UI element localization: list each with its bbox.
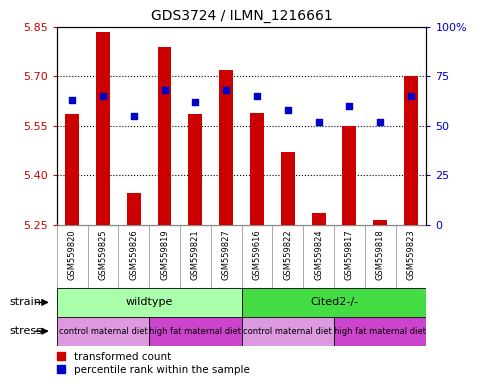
Text: high fat maternal diet: high fat maternal diet (334, 327, 426, 336)
Bar (57, 317, 149, 346)
Bar (250, 113, 264, 225)
Text: GSM559826: GSM559826 (129, 230, 138, 280)
Text: GSM559827: GSM559827 (222, 230, 231, 280)
Bar (242, 288, 426, 317)
Point (376, 119, 384, 125)
Bar (343, 126, 356, 225)
Bar (65, 114, 79, 225)
Point (284, 107, 292, 113)
Bar (188, 114, 202, 225)
Text: control maternal diet: control maternal diet (59, 327, 147, 336)
Bar (96, 32, 110, 225)
Point (253, 93, 261, 99)
Bar (219, 70, 233, 225)
Text: GSM559825: GSM559825 (99, 230, 107, 280)
Point (161, 87, 169, 93)
Point (222, 87, 230, 93)
Bar (242, 317, 334, 346)
Text: GSM559821: GSM559821 (191, 230, 200, 280)
Text: GSM559824: GSM559824 (314, 230, 323, 280)
Point (130, 113, 138, 119)
Point (99, 93, 107, 99)
Point (407, 93, 415, 99)
Text: strain: strain (10, 297, 42, 308)
Text: GSM559817: GSM559817 (345, 230, 354, 280)
Text: GSM559819: GSM559819 (160, 230, 169, 280)
Bar (149, 317, 242, 346)
Text: wildtype: wildtype (125, 297, 173, 308)
Text: control maternal diet: control maternal diet (244, 327, 332, 336)
Title: GDS3724 / ILMN_1216661: GDS3724 / ILMN_1216661 (151, 9, 332, 23)
Bar (312, 213, 325, 225)
Text: GSM559823: GSM559823 (407, 230, 416, 280)
Text: stress: stress (10, 326, 43, 336)
Bar (158, 46, 172, 225)
Bar (127, 193, 141, 225)
Bar (334, 317, 426, 346)
Point (68, 97, 76, 103)
Text: GSM559616: GSM559616 (252, 230, 261, 280)
Point (315, 119, 322, 125)
Text: high fat maternal diet: high fat maternal diet (149, 327, 242, 336)
Point (191, 99, 199, 105)
Text: GSM559822: GSM559822 (283, 230, 292, 280)
Bar (404, 76, 418, 225)
Bar (281, 152, 295, 225)
Legend: transformed count, percentile rank within the sample: transformed count, percentile rank withi… (57, 352, 249, 375)
Text: GSM559818: GSM559818 (376, 230, 385, 280)
Bar (57, 288, 242, 317)
Text: Cited2-/-: Cited2-/- (310, 297, 358, 308)
Point (346, 103, 353, 109)
Text: GSM559820: GSM559820 (68, 230, 76, 280)
Bar (373, 220, 387, 225)
